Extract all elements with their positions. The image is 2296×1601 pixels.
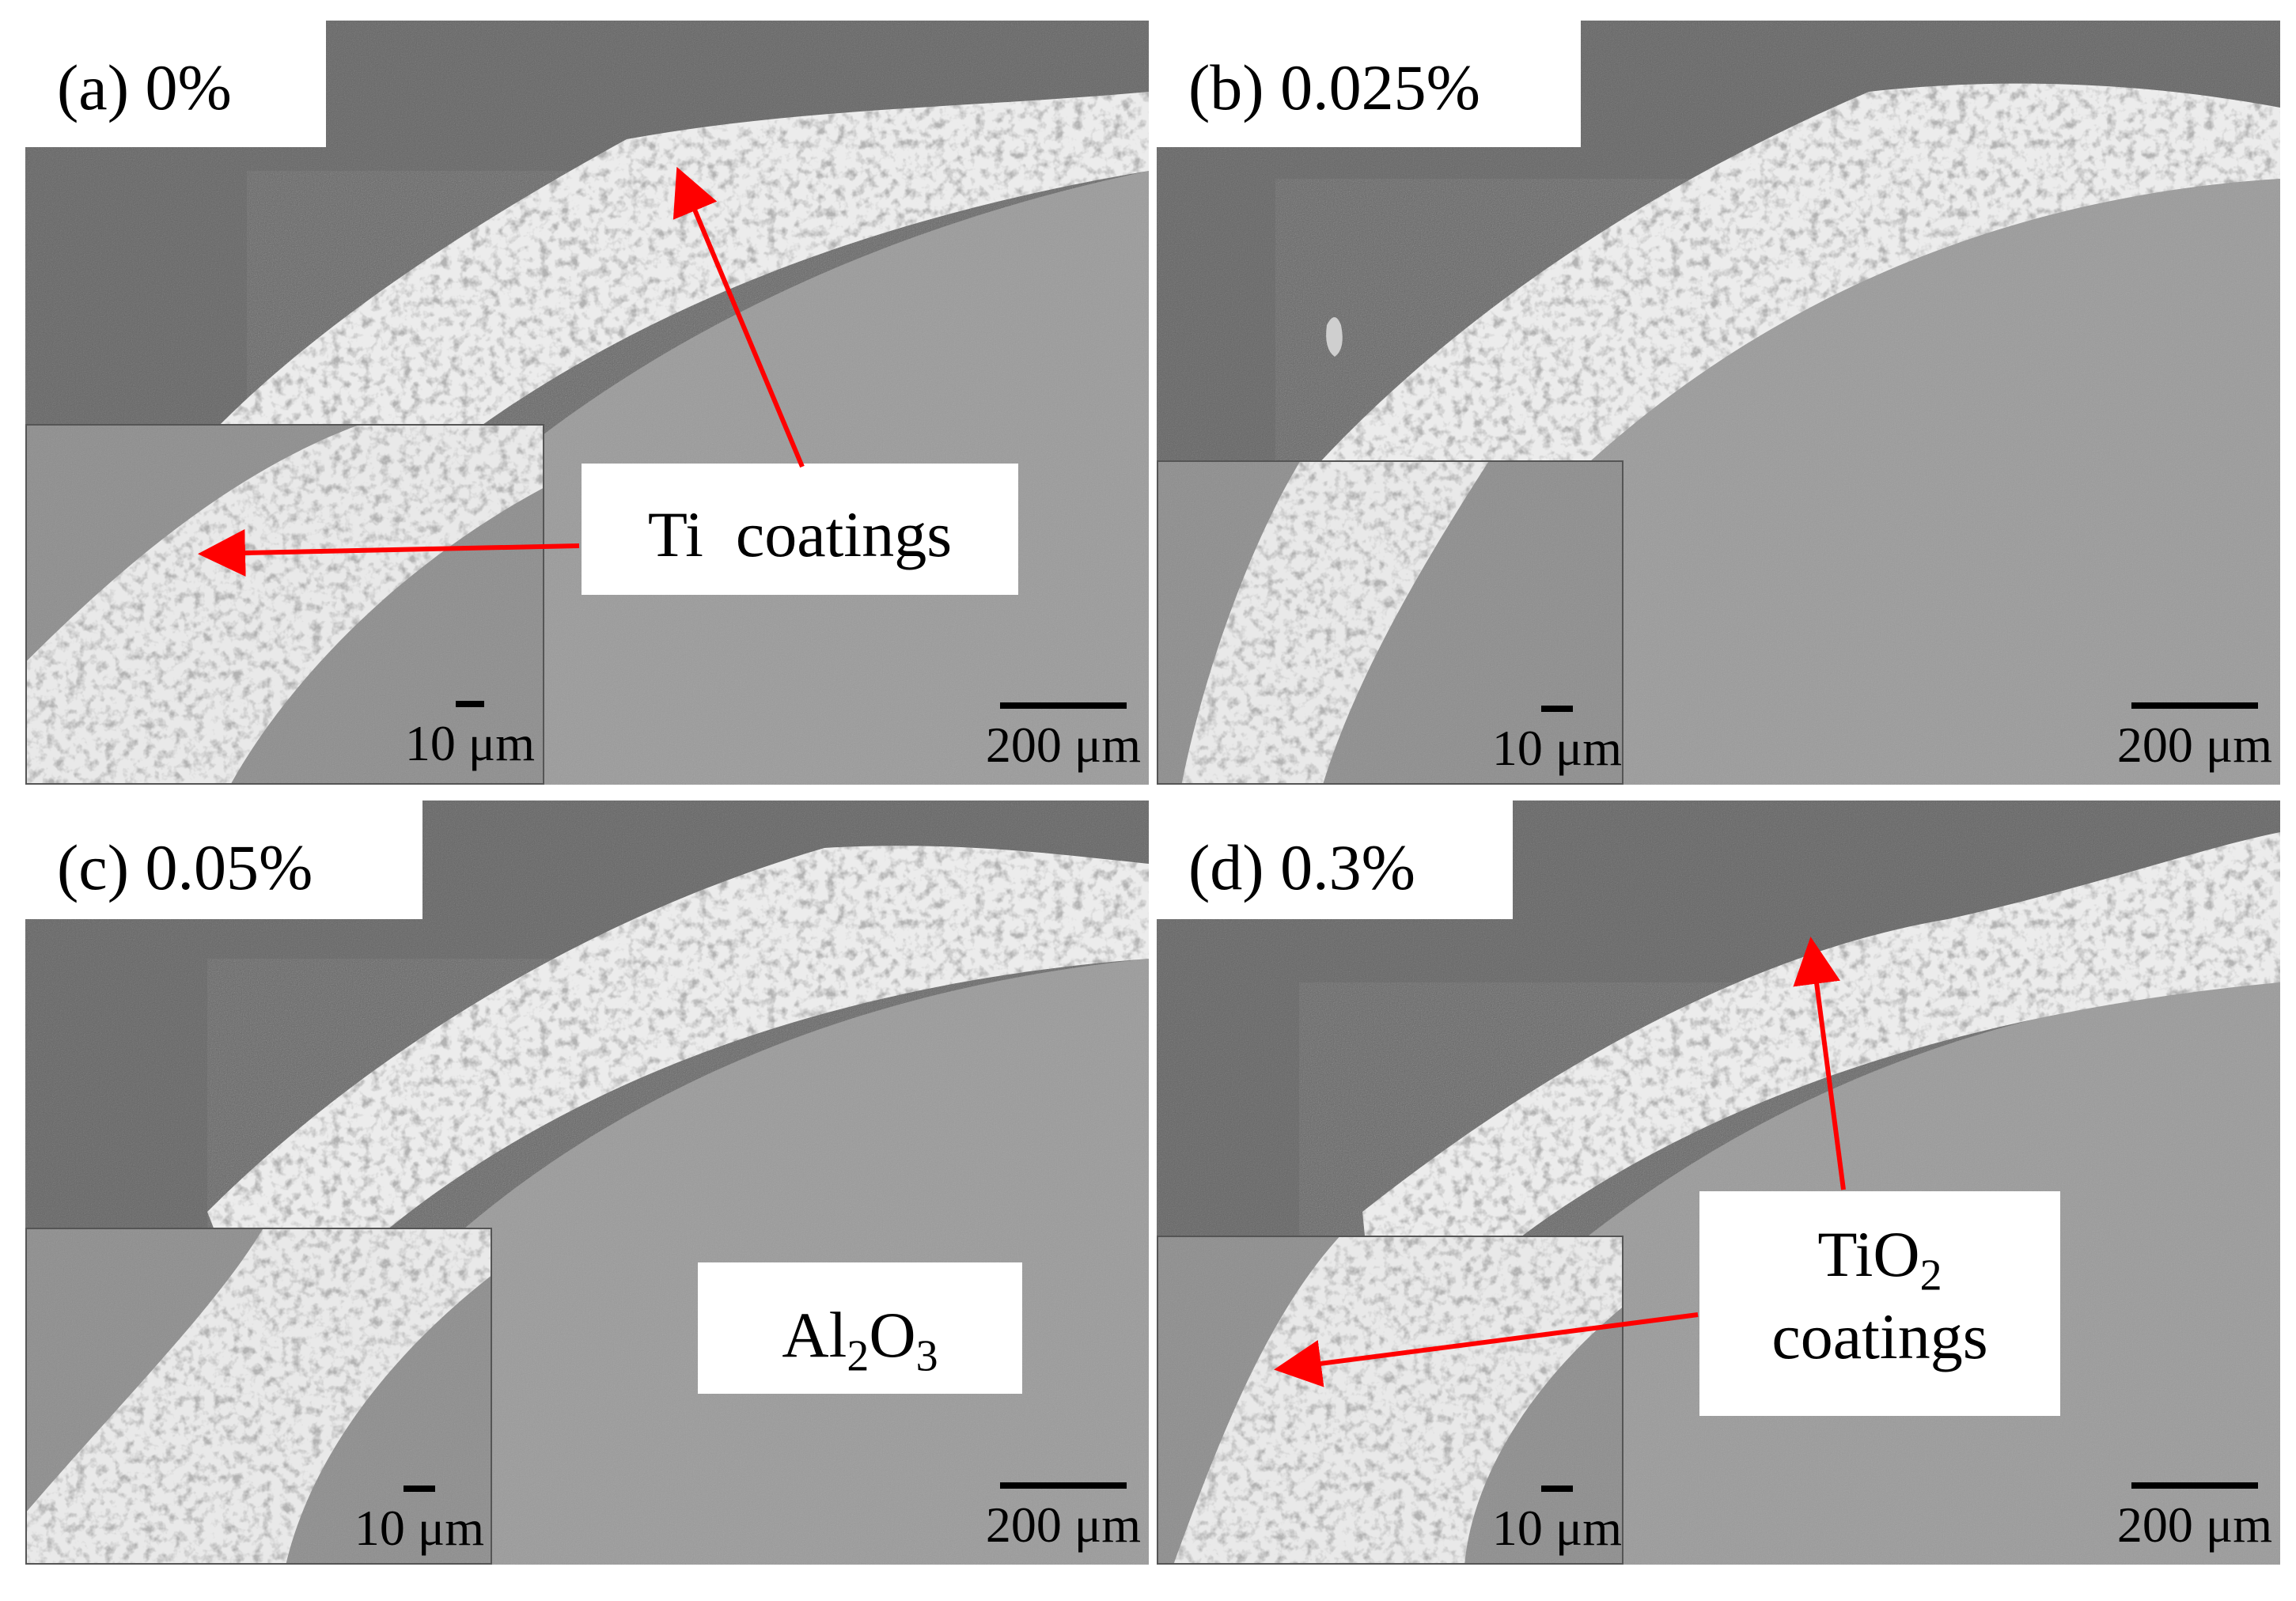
inset-coating xyxy=(27,426,543,783)
magnified-inset: 10 μm xyxy=(25,1228,492,1565)
ti-coatings-label: Ti coatings xyxy=(647,498,953,570)
inset-image xyxy=(1158,462,1622,783)
micrograph-panel-d: (d) 0.3% 10 μm 200 μm xyxy=(1157,800,2280,1565)
main-scale-label: 200 μm xyxy=(985,717,1141,773)
panel-label: (d) 0.3% xyxy=(1157,800,1513,919)
al2o3-label: Al2O3 xyxy=(782,1299,938,1381)
inset-scale-label: 10 μm xyxy=(1491,1500,1622,1556)
inset-coating xyxy=(27,1229,491,1563)
panel-label: (b) 0.025% xyxy=(1157,21,1581,147)
main-scale-bar: 200 μm xyxy=(986,702,1141,770)
micrograph-panel-b: (b) 0.025% 10 μm 200 μm xyxy=(1157,21,2280,785)
main-scale-label: 200 μm xyxy=(2116,717,2272,773)
scale-bar-line xyxy=(1540,1486,1573,1492)
inset-image xyxy=(27,426,543,783)
main-scale-bar: 200 μm xyxy=(2117,702,2272,770)
micrograph-panel-a: (a) 0% 10 μm 200 μm xyxy=(25,21,1149,785)
scale-bar-line xyxy=(999,1482,1127,1489)
inset-scale-label: 10 μm xyxy=(404,715,535,771)
scale-bar-line xyxy=(2131,1482,2258,1489)
inset-scale-bar: 10 μm xyxy=(1492,706,1622,774)
magnified-inset: 10 μm xyxy=(25,424,544,785)
tio2-line2: coatings xyxy=(1771,1300,1988,1373)
inset-scale-label: 10 μm xyxy=(354,1500,484,1556)
al2o3-callout: Al2O3 xyxy=(698,1262,1022,1394)
scale-bar-line xyxy=(999,702,1127,709)
ti-coatings-callout: Ti coatings xyxy=(582,464,1018,595)
micrograph-panel-c: (c) 0.05% 10 μm 200 μm xyxy=(25,800,1149,1565)
resin-particle xyxy=(1326,317,1343,357)
inset-scale-bar: 10 μm xyxy=(1492,1486,1622,1554)
inset-coating xyxy=(1181,462,1489,783)
scale-bar-line xyxy=(2131,702,2258,709)
scale-bar-line xyxy=(403,1486,435,1492)
main-scale-label: 200 μm xyxy=(2116,1497,2272,1553)
panel-label: (a) 0% xyxy=(25,21,326,147)
magnified-inset: 10 μm xyxy=(1157,1236,1623,1565)
main-scale-label: 200 μm xyxy=(985,1497,1141,1553)
inset-image xyxy=(27,1229,491,1563)
scale-bar-line xyxy=(1540,706,1573,712)
inset-scale-bar: 10 μm xyxy=(354,1486,484,1554)
magnified-inset: 10 μm xyxy=(1157,460,1623,785)
inset-scale-bar: 10 μm xyxy=(405,701,535,769)
panel-label: (c) 0.05% xyxy=(25,800,422,919)
coating-layer xyxy=(1362,832,2280,1370)
inset-scale-label: 10 μm xyxy=(1491,720,1622,776)
main-scale-bar: 200 μm xyxy=(986,1482,1141,1550)
tio2-line1: TiO2 xyxy=(1817,1218,1942,1300)
tio2-coatings-callout: TiO2 coatings xyxy=(1699,1191,2060,1416)
scale-bar-line xyxy=(455,701,484,707)
coating-layer xyxy=(207,846,1149,1354)
main-scale-bar: 200 μm xyxy=(2117,1482,2272,1550)
